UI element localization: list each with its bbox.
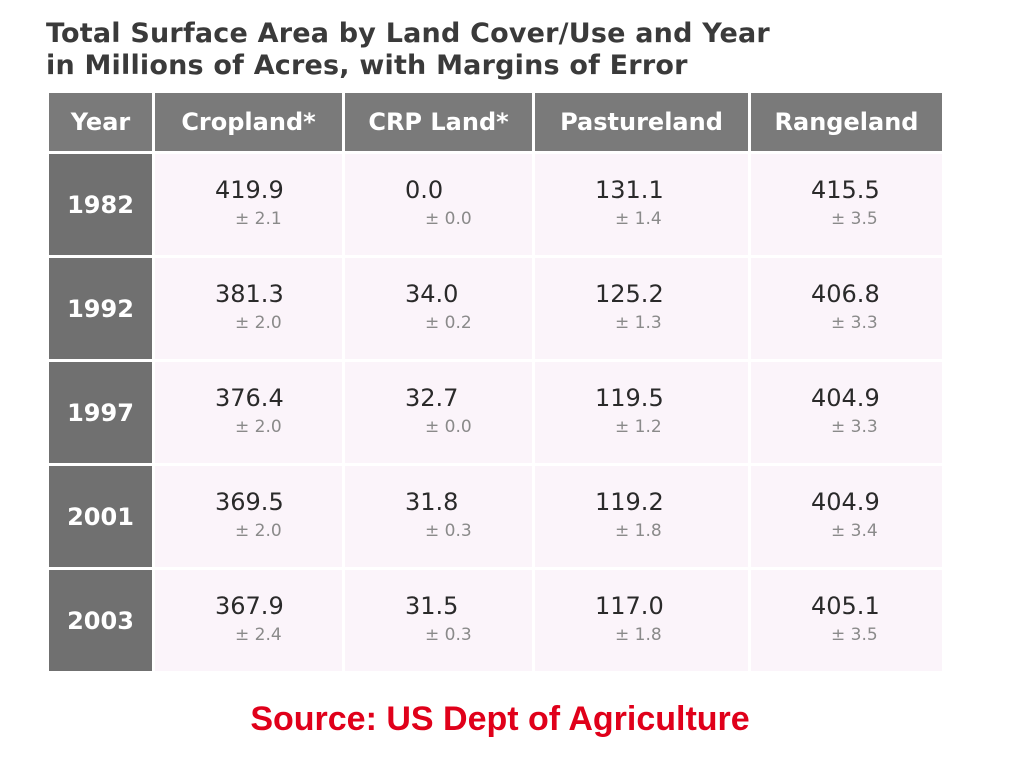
data-cell: 381.3 ± 2.0: [152, 255, 345, 362]
cell-margin-of-error: ± 0.0: [425, 417, 472, 437]
year-cell: 1997: [46, 359, 155, 466]
data-cell: 0.0 ± 0.0: [342, 151, 535, 258]
cell-margin-of-error: ± 2.0: [235, 521, 282, 541]
cell-margin-of-error: ± 1.2: [615, 417, 662, 437]
chart-title-line-1: Total Surface Area by Land Cover/Use and…: [46, 18, 770, 49]
column-header-crp-land: CRP Land*: [342, 90, 535, 154]
header-row: Year Cropland* CRP Land* Pastureland Ran…: [46, 90, 945, 154]
cell-margin-of-error: ± 3.5: [831, 209, 878, 229]
data-cell: 405.1 ± 3.5: [748, 567, 945, 674]
cell-value: 125.2: [595, 280, 664, 308]
cell-margin-of-error: ± 2.0: [235, 417, 282, 437]
cell-margin-of-error: ± 2.4: [235, 625, 282, 645]
data-cell: 34.0 ± 0.2: [342, 255, 535, 362]
cell-value: 0.0: [405, 176, 444, 204]
data-cell: 367.9 ± 2.4: [152, 567, 345, 674]
cell-margin-of-error: ± 3.4: [831, 521, 878, 541]
data-cell: 406.8 ± 3.3: [748, 255, 945, 362]
cell-value: 131.1: [595, 176, 664, 204]
column-header-cropland: Cropland*: [152, 90, 345, 154]
cell-margin-of-error: ± 1.8: [615, 625, 662, 645]
cell-margin-of-error: ± 3.3: [831, 313, 878, 333]
table-row: 1997 376.4 ± 2.0 32.7 ± 0.0 119.5 ± 1.2 404…: [46, 359, 945, 466]
cell-margin-of-error: ± 1.8: [615, 521, 662, 541]
land-cover-table: Year Cropland* CRP Land* Pastureland Ran…: [46, 90, 945, 674]
cell-value: 119.5: [595, 384, 664, 412]
cell-margin-of-error: ± 3.5: [831, 625, 878, 645]
data-cell: 369.5 ± 2.0: [152, 463, 345, 570]
year-cell: 2003: [46, 567, 155, 674]
cell-margin-of-error: ± 1.4: [615, 209, 662, 229]
cell-margin-of-error: ± 1.3: [615, 313, 662, 333]
data-cell: 119.5 ± 1.2: [532, 359, 751, 466]
data-cell: 125.2 ± 1.3: [532, 255, 751, 362]
data-cell: 404.9 ± 3.4: [748, 463, 945, 570]
data-cell: 376.4 ± 2.0: [152, 359, 345, 466]
cell-value: 406.8: [811, 280, 880, 308]
cell-value: 381.3: [215, 280, 284, 308]
column-header-rangeland: Rangeland: [748, 90, 945, 154]
cell-margin-of-error: ± 0.3: [425, 625, 472, 645]
data-cell: 419.9 ± 2.1: [152, 151, 345, 258]
cell-margin-of-error: ± 0.0: [425, 209, 472, 229]
cell-value: 376.4: [215, 384, 284, 412]
data-cell: 31.5 ± 0.3: [342, 567, 535, 674]
data-cell: 119.2 ± 1.8: [532, 463, 751, 570]
table-row: 2001 369.5 ± 2.0 31.8 ± 0.3 119.2 ± 1.8 404…: [46, 463, 945, 570]
data-cell: 31.8 ± 0.3: [342, 463, 535, 570]
cell-value: 419.9: [215, 176, 284, 204]
cell-value: 119.2: [595, 488, 664, 516]
year-cell: 1992: [46, 255, 155, 362]
data-cell: 32.7 ± 0.0: [342, 359, 535, 466]
data-cell: 404.9 ± 3.3: [748, 359, 945, 466]
chart-title-line-2: in Millions of Acres, with Margins of Er…: [46, 50, 688, 81]
cell-value: 367.9: [215, 592, 284, 620]
source-note: Source: US Dept of Agriculture: [250, 700, 750, 738]
data-cell: 415.5 ± 3.5: [748, 151, 945, 258]
cell-value: 32.7: [405, 384, 459, 412]
cell-value: 34.0: [405, 280, 459, 308]
column-header-year: Year: [46, 90, 155, 154]
cell-margin-of-error: ± 0.3: [425, 521, 472, 541]
cell-value: 117.0: [595, 592, 664, 620]
table-row: 1982 419.9 ± 2.1 0.0 ± 0.0 131.1 ± 1.4 415.…: [46, 151, 945, 258]
year-cell: 2001: [46, 463, 155, 570]
cell-value: 31.8: [405, 488, 459, 516]
table-row: 1992 381.3 ± 2.0 34.0 ± 0.2 125.2 ± 1.3 406…: [46, 255, 945, 362]
data-cell: 117.0 ± 1.8: [532, 567, 751, 674]
cell-value: 415.5: [811, 176, 880, 204]
cell-value: 369.5: [215, 488, 284, 516]
cell-margin-of-error: ± 3.3: [831, 417, 878, 437]
cell-value: 404.9: [811, 488, 880, 516]
cell-value: 31.5: [405, 592, 459, 620]
chart-title: Total Surface Area by Land Cover/Use and…: [46, 18, 770, 82]
column-header-pastureland: Pastureland: [532, 90, 751, 154]
cell-margin-of-error: ± 0.2: [425, 313, 472, 333]
cell-margin-of-error: ± 2.0: [235, 313, 282, 333]
cell-value: 405.1: [811, 592, 880, 620]
cell-value: 404.9: [811, 384, 880, 412]
table-row: 2003 367.9 ± 2.4 31.5 ± 0.3 117.0 ± 1.8 405…: [46, 567, 945, 674]
year-cell: 1982: [46, 151, 155, 258]
data-cell: 131.1 ± 1.4: [532, 151, 751, 258]
cell-margin-of-error: ± 2.1: [235, 209, 282, 229]
